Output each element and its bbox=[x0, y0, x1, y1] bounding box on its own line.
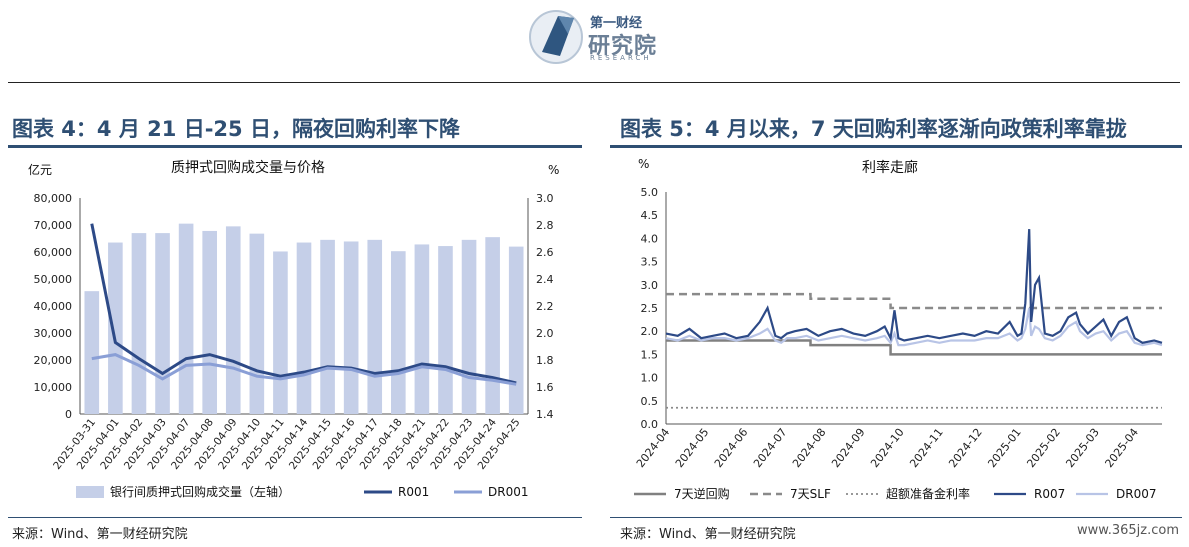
chart1-volume-bar bbox=[155, 233, 170, 414]
left-figure-title: 图表 4：4 月 21 日-25 日，隔夜回购利率下降 bbox=[12, 117, 460, 141]
chart2-series-line-reverse-repo bbox=[666, 339, 1162, 356]
chart1-legend-bar-swatch bbox=[76, 486, 104, 498]
chart2-y-tick-label: 1.5 bbox=[641, 348, 659, 361]
chart2-series-line-dr007 bbox=[665, 307, 1163, 347]
chart1-left-tick-label: 10,000 bbox=[34, 381, 73, 394]
chart1-volume-bar bbox=[438, 246, 453, 414]
chart2-y-tick-label: 4.5 bbox=[641, 209, 659, 222]
chart2-legend-label-r007: R007 bbox=[1034, 487, 1065, 501]
chart1-volume-bar bbox=[108, 242, 123, 414]
chart1-volume-bar bbox=[485, 237, 500, 414]
header-divider bbox=[8, 82, 1180, 83]
chart1-right-axis-label: % bbox=[548, 163, 559, 177]
chart2-y-tick-label: 0.5 bbox=[641, 395, 659, 408]
chart1-legend-dr001-label: DR001 bbox=[488, 485, 528, 499]
chart1-volume-bar bbox=[391, 251, 406, 414]
chart2-y-tick-label: 5.0 bbox=[641, 186, 659, 199]
chart2-legend-label-reverse-repo: 7天逆回购 bbox=[674, 486, 730, 501]
repo-volume-price-chart: 质押式回购成交量与价格 亿元 % 0 10,000 20,000 30,000 40,000 5… bbox=[28, 159, 559, 499]
chart1-volume-bar bbox=[178, 223, 194, 414]
chart1-volume-bar bbox=[225, 226, 241, 414]
chart1-series-line-dr001 bbox=[91, 353, 517, 386]
chart2-x-tick-label: 2024-09 bbox=[829, 426, 868, 470]
chart1-right-tick-label: 3.0 bbox=[536, 192, 554, 205]
chart2-x-tick-label: 2025-01 bbox=[985, 426, 1024, 470]
chart2-y-tick-label: 1.0 bbox=[641, 372, 659, 385]
chart1-title: 质押式回购成交量与价格 bbox=[171, 159, 325, 176]
chart1-volume-bar bbox=[508, 246, 524, 414]
chart1-volume-bar bbox=[367, 239, 383, 414]
chart2-x-tick-label: 2024-04 bbox=[634, 426, 673, 470]
chart2-y-axis-label: % bbox=[638, 157, 649, 171]
right-figure-title: 图表 5：4 月以来，7 天回购利率逐渐向政策利率靠拢 bbox=[620, 117, 1127, 141]
chart2-legend-label-slf: 7天SLF bbox=[790, 487, 831, 501]
right-title-rule bbox=[610, 145, 1182, 148]
chart2-y-tick-label: 0.0 bbox=[641, 418, 659, 431]
chart1-right-tick-label: 1.6 bbox=[536, 381, 554, 394]
chart2-legend-label-excess-reserve: 超额准备金利率 bbox=[886, 486, 970, 501]
chart2-x-tick-label: 2024-08 bbox=[790, 426, 829, 470]
chart1-left-tick-label: 30,000 bbox=[34, 327, 73, 340]
chart1-volume-bar bbox=[273, 251, 288, 414]
chart2-x-tick-label: 2024-12 bbox=[946, 426, 985, 470]
chart2-x-tick-label: 2024-10 bbox=[868, 426, 907, 470]
left-source: 来源：Wind、第一财经研究院 bbox=[12, 527, 188, 542]
chart1-right-tick-label: 1.8 bbox=[536, 354, 554, 367]
chart2-x-tick-label: 2025-02 bbox=[1024, 426, 1063, 470]
logo-emblem bbox=[529, 10, 583, 64]
chart1-left-tick-label: 40,000 bbox=[34, 300, 73, 313]
chart1-volume-bar bbox=[414, 244, 430, 414]
chart2-x-tick-label: 2025-03 bbox=[1063, 426, 1102, 470]
chart1-volume-bar bbox=[461, 239, 477, 414]
rate-corridor-chart: 利率走廊% 0.0 0.5 1.0 1.5 2.0 2.5 3.0 3.5 4.0 4.5 5.0 20… bbox=[634, 157, 1163, 501]
chart2-y-tick-label: 2.5 bbox=[641, 302, 659, 315]
left-bottom-rule bbox=[8, 517, 582, 518]
left-title-rule bbox=[8, 145, 582, 148]
right-bottom-rule bbox=[610, 517, 1182, 518]
watermark: www.365jz.com bbox=[1077, 523, 1179, 538]
chart1-left-tick-label: 70,000 bbox=[34, 219, 73, 232]
chart2-x-tick-label: 2025-04 bbox=[1102, 426, 1141, 470]
chart1-series-line-r001 bbox=[90, 223, 517, 385]
chart2-title: 利率走廊 bbox=[862, 159, 918, 176]
chart1-volume-bar bbox=[249, 233, 265, 414]
logo-text-line2: 研究院 bbox=[588, 34, 658, 59]
chart1-left-tick-label: 60,000 bbox=[34, 246, 73, 259]
chart1-left-tick-label: 20,000 bbox=[34, 354, 73, 367]
chart1-volume-bar bbox=[320, 239, 335, 414]
chart2-x-tick-label: 2024-11 bbox=[907, 426, 946, 470]
chart1-volume-bar bbox=[296, 242, 312, 414]
chart1-right-tick-label: 2.6 bbox=[536, 246, 554, 259]
logo-text-line3: RESEARCH bbox=[590, 54, 652, 62]
chart1-left-tick-label: 0 bbox=[65, 408, 72, 421]
chart1-right-tick-label: 2.4 bbox=[536, 273, 554, 286]
chart1-right-tick-label: 2.0 bbox=[536, 327, 554, 340]
chart1-legend-r001-label: R001 bbox=[398, 485, 429, 499]
chart1-volume-bar bbox=[84, 291, 100, 414]
chart1-left-axis-label: 亿元 bbox=[28, 162, 52, 177]
chart1-right-tick-label: 2.8 bbox=[536, 219, 554, 232]
chart1-volume-bar bbox=[343, 241, 359, 414]
chart1-left-tick-label: 50,000 bbox=[34, 273, 73, 286]
chart1-right-tick-label: 1.4 bbox=[536, 408, 554, 421]
chart2-x-tick-label: 2024-05 bbox=[673, 426, 712, 470]
logo-text-line1: 第一财经 bbox=[590, 16, 643, 31]
chart1-right-tick-label: 2.2 bbox=[536, 300, 554, 313]
chart2-y-tick-label: 2.0 bbox=[641, 325, 659, 338]
chart2-series-line-r007 bbox=[665, 229, 1163, 344]
right-source: 来源：Wind、第一财经研究院 bbox=[620, 527, 796, 542]
chart2-x-tick-label: 2024-06 bbox=[712, 426, 751, 470]
chart1-legend-bar-label: 银行间质押式回购成交量（左轴） bbox=[110, 484, 290, 499]
chart1-left-tick-label: 80,000 bbox=[34, 192, 73, 205]
chart2-y-tick-label: 4.0 bbox=[641, 232, 659, 245]
chart1-volume-bar bbox=[202, 230, 217, 414]
chart2-x-tick-label: 2024-07 bbox=[751, 426, 790, 470]
chart2-y-tick-label: 3.0 bbox=[641, 279, 659, 292]
chart2-legend-label-dr007: DR007 bbox=[1116, 487, 1156, 501]
chart2-series-line-slf bbox=[666, 292, 1162, 310]
chart1-volume-bar bbox=[131, 233, 147, 414]
chart2-y-tick-label: 3.5 bbox=[641, 256, 659, 269]
